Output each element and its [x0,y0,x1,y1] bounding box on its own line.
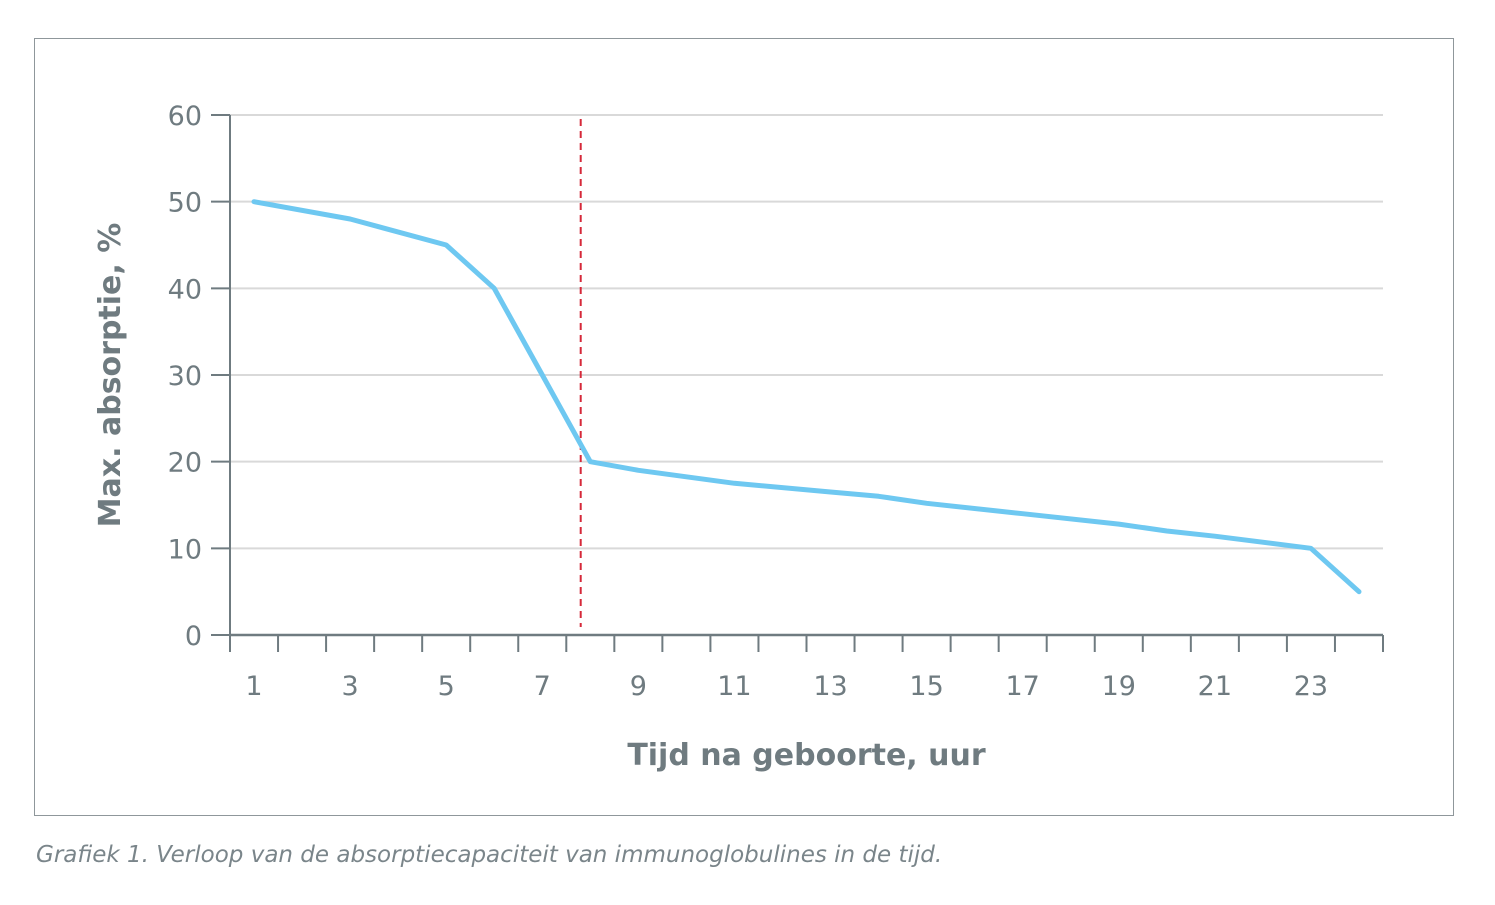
x-tick-label: 3 [342,671,359,702]
y-tick-label: 10 [168,534,202,565]
y-tick-label: 50 [168,188,202,219]
x-tick-label: 5 [438,671,455,702]
y-tick-label: 60 [168,101,202,132]
x-tick-label: 9 [630,671,647,702]
x-tick-label: 11 [717,671,751,702]
axes [211,114,1384,652]
series-group [251,199,1362,595]
x-tick-label: 15 [909,671,943,702]
x-tick-label: 19 [1102,671,1136,702]
x-tick-label: 1 [245,671,262,702]
x-tick-label: 13 [813,671,847,702]
x-tick-label: 21 [1198,671,1232,702]
figure-caption: Grafiek 1. Verloop van de absorptiecapac… [36,842,943,868]
x-tick-label: 17 [1006,671,1040,702]
grid-lines [230,114,1383,550]
chart-frame [34,38,1454,816]
x-tick-label: 7 [534,671,551,702]
x-axis-title: Tijd na geboorte, uur [627,738,986,773]
y-tick-label: 40 [168,274,202,305]
y-tick-label: 30 [168,361,202,392]
x-tick-label: 23 [1294,671,1328,702]
y-axis-title: Max. absorptie, % [93,223,128,528]
y-tick-label: 20 [168,448,202,479]
y-tick-label: 0 [185,621,202,652]
series-line-0 [251,199,1362,595]
